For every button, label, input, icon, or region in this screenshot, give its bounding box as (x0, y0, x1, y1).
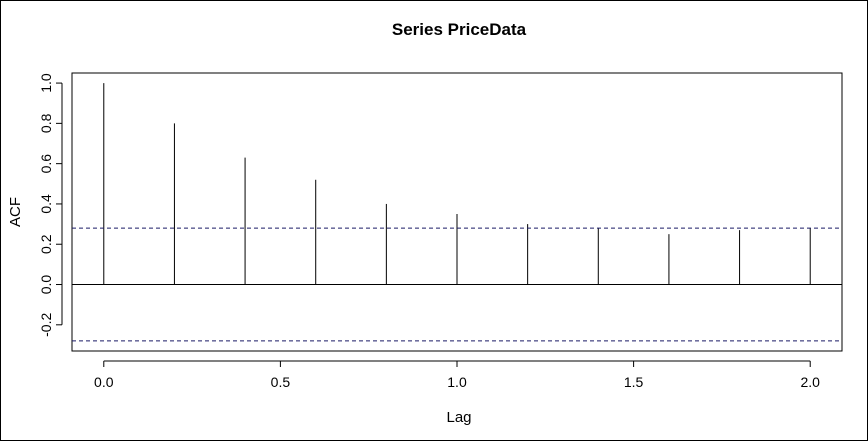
acf-bars (72, 83, 842, 286)
y-axis-label: ACF (7, 197, 24, 227)
x-tick-label: 1.0 (447, 374, 467, 390)
y-tick-label: 1.0 (38, 73, 54, 93)
x-tick-label: 2.0 (800, 374, 820, 390)
y-tick-label: 0.4 (38, 194, 54, 214)
x-axis: 0.0 0.5 1.0 1.5 2.0 (94, 360, 820, 390)
y-tick-label: 0.2 (38, 234, 54, 254)
x-tick-label: 0.5 (271, 374, 291, 390)
x-tick-label: 1.5 (624, 374, 644, 390)
y-tick-label: 0.0 (38, 275, 54, 295)
y-tick-label: 0.8 (38, 113, 54, 133)
y-axis: -0.2 0.0 0.2 0.4 0.6 0.8 1.0 (38, 73, 63, 337)
y-tick-label: -0.2 (38, 313, 54, 337)
plot-area (71, 72, 843, 352)
confidence-lines (72, 227, 842, 342)
x-tick-label: 0.0 (94, 374, 114, 390)
y-tick-label: 0.6 (38, 154, 54, 174)
chart-title: Series PriceData (392, 20, 527, 39)
x-axis-label: Lag (446, 409, 471, 426)
